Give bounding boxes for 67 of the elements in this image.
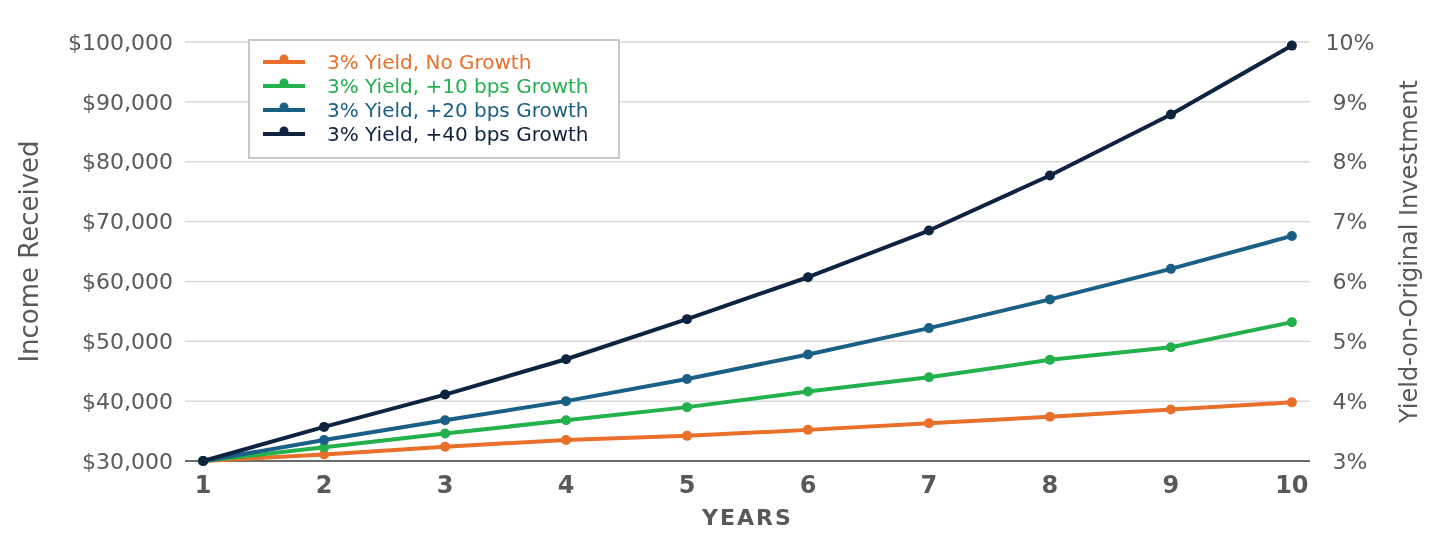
point: [1165, 109, 1176, 120]
x-tick-label: 8: [1041, 471, 1059, 499]
point: [1044, 354, 1055, 365]
y2-tick-label: 9%: [1332, 89, 1368, 115]
legend-label: 3% Yield, +10 bps Growth: [327, 74, 589, 98]
point: [923, 323, 934, 334]
point: [440, 389, 451, 400]
point: [1286, 317, 1297, 328]
point: [802, 272, 813, 283]
legend-label: 3% Yield, No Growth: [327, 50, 532, 74]
point: [561, 435, 572, 446]
y-tick-label: $30,000: [82, 448, 173, 474]
point: [1165, 404, 1176, 415]
point: [1286, 40, 1297, 51]
point: [440, 415, 451, 426]
x-tick-label: 9: [1162, 471, 1180, 499]
point: [440, 441, 451, 452]
y-tick-label: $60,000: [82, 269, 173, 295]
point: [1044, 170, 1055, 181]
x-axis-title: YEARS: [701, 505, 793, 530]
point: [682, 402, 693, 413]
legend-label: 3% Yield, +20 bps Growth: [327, 98, 589, 122]
y-axis-title: Income Received: [14, 140, 44, 363]
y2-tick-label: 10%: [1325, 29, 1375, 55]
point: [923, 225, 934, 236]
point: [1165, 342, 1176, 353]
x-tick-label: 10: [1275, 471, 1309, 499]
point: [319, 421, 330, 432]
point: [923, 372, 934, 383]
point: [1165, 263, 1176, 274]
y2-tick-label: 4%: [1332, 388, 1368, 414]
point: [802, 386, 813, 397]
y-tick-label: $90,000: [82, 89, 173, 115]
point: [561, 354, 572, 365]
y2-tick-label: 6%: [1332, 269, 1368, 295]
x-tick-label: 4: [557, 471, 575, 499]
point: [923, 418, 934, 429]
point: [440, 428, 451, 439]
x-tick-label: 2: [315, 471, 333, 499]
x-tick-label: 1: [194, 471, 212, 499]
point: [561, 415, 572, 426]
x-tick-label: 5: [678, 471, 696, 499]
y-tick-label: $70,000: [82, 209, 173, 235]
point: [1286, 230, 1297, 241]
legend-label: 3% Yield, +40 bps Growth: [327, 122, 589, 146]
point: [319, 435, 330, 446]
x-tick-label: 6: [799, 471, 817, 499]
y2-tick-label: 8%: [1332, 149, 1368, 175]
y-tick-label: $100,000: [68, 29, 173, 55]
point: [682, 314, 693, 325]
y-tick-label: $40,000: [82, 388, 173, 414]
x-tick-label: 7: [920, 471, 938, 499]
x-tick-label: 3: [436, 471, 454, 499]
y2-tick-label: 3%: [1332, 448, 1368, 474]
point: [682, 374, 693, 384]
point: [802, 424, 813, 435]
point: [682, 430, 693, 441]
point: [561, 396, 572, 407]
y-tick-label: $80,000: [82, 149, 173, 175]
y2-axis-title: Yield-on-Original Investment: [1395, 80, 1423, 424]
point: [1044, 294, 1055, 305]
point: [1286, 397, 1297, 408]
y2-tick-label: 5%: [1332, 328, 1368, 354]
y-tick-label: $50,000: [82, 328, 173, 354]
point: [802, 349, 813, 360]
point: [1044, 411, 1055, 422]
y2-tick-label: 7%: [1332, 209, 1368, 235]
